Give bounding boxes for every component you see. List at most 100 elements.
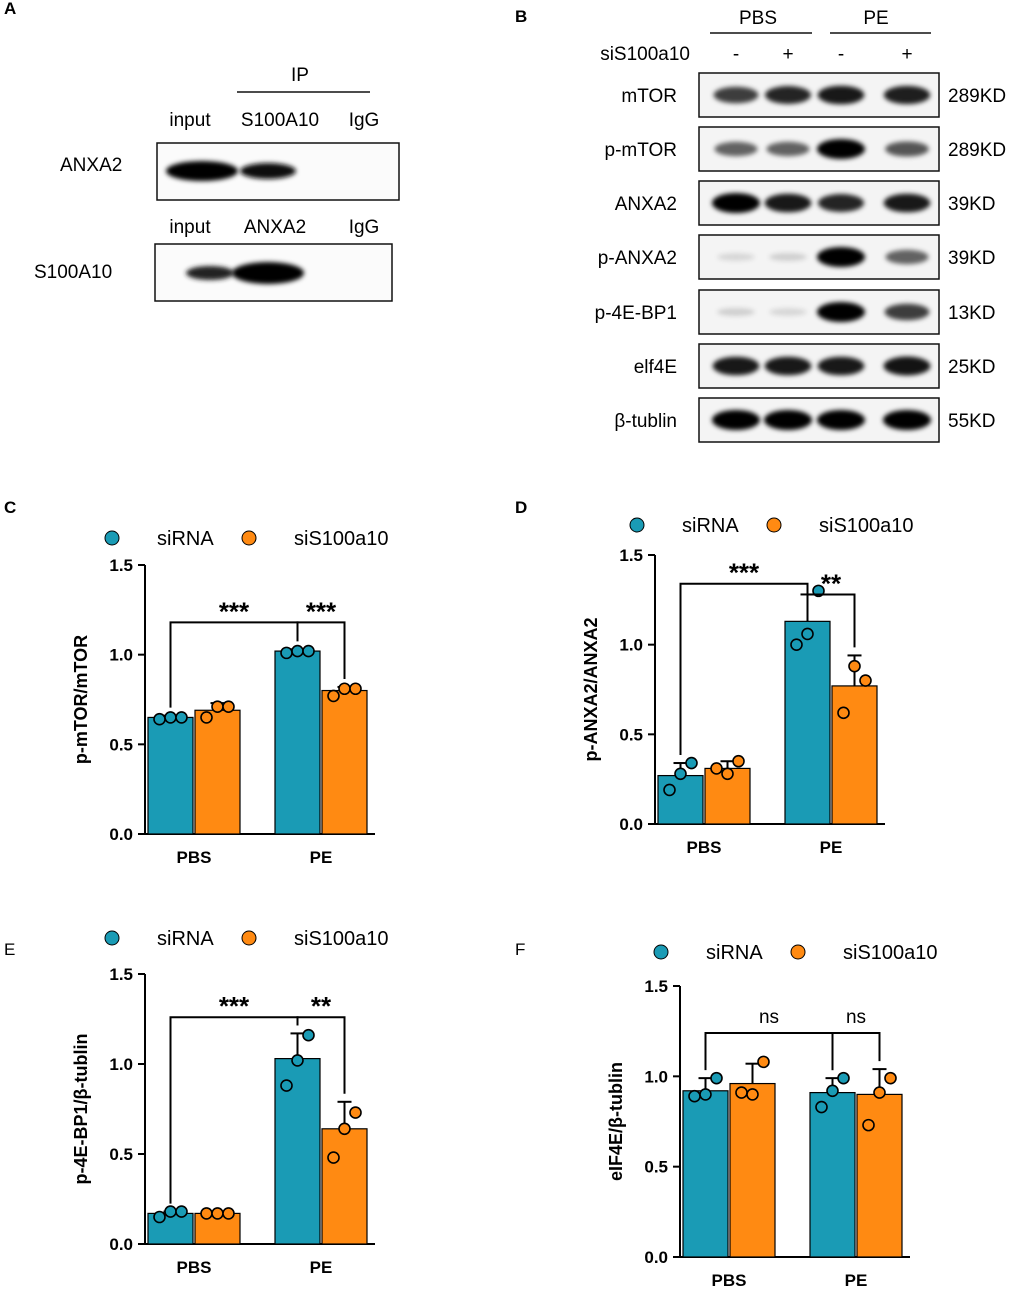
- data-point: [338, 682, 351, 696]
- chart-f: 0.0 0.5 1.0 1.5 eIF4E/β-tublin siRNA siS100a10…: [606, 942, 938, 1290]
- data-point: [721, 767, 734, 781]
- data-point: [710, 1071, 723, 1085]
- bar: [321, 689, 368, 835]
- data-point: [735, 1086, 748, 1099]
- b-band: [817, 247, 865, 267]
- legend-marker: [104, 930, 120, 946]
- b-protein-label: ANXA2: [615, 194, 677, 215]
- significance-label: **: [311, 991, 332, 1021]
- x-tick-label: PE: [820, 838, 843, 857]
- data-point: [175, 711, 188, 724]
- data-point: [327, 1151, 340, 1164]
- data-point: [837, 1071, 850, 1085]
- panel-label-e: E: [4, 940, 15, 959]
- bar: [729, 1082, 776, 1258]
- data-point: [685, 756, 698, 770]
- data-point: [688, 1089, 701, 1103]
- data-point: [280, 1079, 293, 1092]
- b-size-label: 55KD: [948, 411, 996, 432]
- b-protein-label: β-tublin: [614, 411, 677, 432]
- panel-label-f: F: [515, 940, 525, 959]
- y-tick-label: 0.5: [109, 1145, 133, 1164]
- y-tick-label: 0.5: [619, 725, 643, 744]
- data-point: [349, 682, 362, 696]
- data-point: [338, 1122, 351, 1136]
- a-blot1-protein: ANXA2: [60, 155, 122, 176]
- b-band: [884, 303, 930, 321]
- y-tick-label: 0.0: [109, 825, 133, 844]
- b-band: [764, 193, 812, 213]
- legend-marker: [241, 530, 257, 546]
- bar: [809, 1091, 856, 1258]
- a-blot2-protein: S100A10: [34, 262, 112, 283]
- legend-label: siS100a10: [819, 515, 914, 537]
- y-tick-label: 1.5: [644, 977, 668, 996]
- data-point: [710, 762, 723, 775]
- data-point: [153, 712, 166, 726]
- y-axis-label: p-4E-BP1/β-tublin: [71, 1034, 91, 1185]
- legend-marker: [104, 530, 120, 546]
- data-point: [757, 1055, 770, 1069]
- b-group-pe: PE: [863, 8, 888, 29]
- bar: [321, 1128, 368, 1245]
- data-point: [164, 711, 177, 724]
- b-protein-label: p-mTOR: [605, 140, 677, 161]
- a-lane-anxa2: ANXA2: [244, 217, 306, 238]
- y-axis-label: eIF4E/β-tublin: [606, 1062, 626, 1181]
- legend-label: siRNA: [157, 928, 214, 950]
- b-size-label: 39KD: [948, 248, 996, 269]
- significance-bracket: [831, 1031, 881, 1071]
- data-point: [790, 638, 803, 651]
- b-band: [769, 308, 807, 316]
- data-point: [291, 1054, 304, 1067]
- legend-label: siS100a10: [843, 942, 938, 964]
- b-band: [817, 410, 865, 430]
- data-point: [826, 1084, 839, 1098]
- data-point: [302, 644, 315, 658]
- a-blot2-band-anxa2: [232, 262, 304, 284]
- significance-label: ***: [729, 558, 760, 588]
- data-point: [222, 700, 235, 713]
- y-tick-label: 0.0: [619, 815, 643, 834]
- b-band: [883, 193, 931, 213]
- y-tick-label: 1.5: [109, 556, 133, 575]
- data-point: [164, 1205, 177, 1218]
- significance-label: **: [821, 568, 842, 598]
- data-point: [862, 1118, 875, 1132]
- b-lane-sign: -: [733, 44, 739, 65]
- y-axis-label: p-ANXA2/ANXA2: [581, 617, 601, 761]
- y-tick-label: 1.0: [109, 1055, 133, 1074]
- legend-label: siS100a10: [294, 928, 389, 950]
- significance-label: ns: [846, 1007, 866, 1028]
- a-lane-igg: IgG: [349, 110, 380, 131]
- b-lane-sign: -: [838, 44, 844, 65]
- b-band: [883, 85, 931, 105]
- b-band: [885, 141, 929, 157]
- x-tick-label: PE: [310, 848, 333, 867]
- bar: [682, 1090, 729, 1258]
- data-point: [222, 1207, 235, 1220]
- x-tick-label: PE: [845, 1271, 868, 1290]
- chart-e: 0.0 0.5 1.0 1.5 p-4E-BP1/β-tublin siRNA siS100…: [71, 928, 389, 1277]
- data-point: [801, 627, 814, 641]
- data-point: [674, 767, 687, 781]
- data-point: [291, 644, 304, 658]
- b-band: [769, 252, 807, 262]
- y-tick-label: 1.5: [619, 546, 643, 565]
- y-tick-label: 1.0: [619, 636, 643, 655]
- data-point: [884, 1071, 897, 1085]
- b-band: [883, 410, 931, 430]
- data-point: [663, 783, 676, 797]
- data-point: [280, 646, 293, 660]
- b-band: [764, 356, 812, 376]
- panel-b-western: PBS PE siS100a10 - + - + mTOR 289KD p-mTOR 289KD AN…: [595, 8, 1006, 443]
- data-point: [349, 1106, 362, 1119]
- legend-marker: [629, 517, 645, 533]
- bar: [274, 650, 321, 835]
- significance-bracket: [806, 586, 856, 648]
- data-point: [699, 1088, 712, 1101]
- data-point: [837, 706, 850, 720]
- a-lane-input: input: [169, 110, 211, 131]
- a-blot1-band-input: [166, 161, 238, 181]
- b-size-label: 13KD: [948, 303, 996, 324]
